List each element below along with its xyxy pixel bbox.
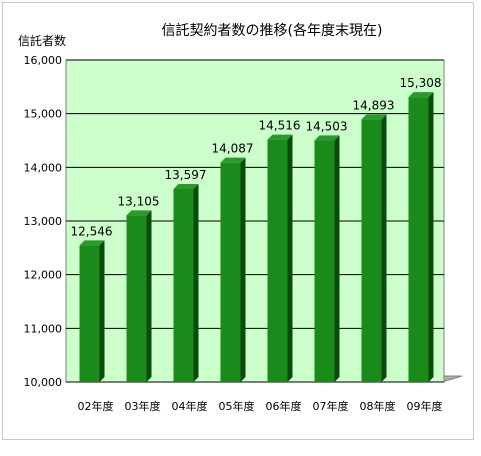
x-category-label: 06年度 <box>266 399 302 413</box>
x-category-label: 09年度 <box>407 399 443 413</box>
y-tick-label: 12,000 <box>24 269 63 282</box>
y-tick-label: 10,000 <box>24 376 63 389</box>
bars <box>79 92 434 383</box>
x-category-label: 07年度 <box>313 399 349 413</box>
x-category-label: 03年度 <box>125 399 161 413</box>
bar-top <box>267 134 293 140</box>
bar <box>361 114 387 382</box>
bar-front <box>361 119 382 382</box>
bar-side <box>240 157 246 382</box>
bar-top <box>220 157 246 163</box>
bar-front <box>79 245 100 382</box>
bar-top <box>173 183 199 189</box>
chart-frame <box>2 2 474 440</box>
bar-front <box>173 188 194 382</box>
data-label: 14,087 <box>212 142 254 156</box>
data-label: 14,516 <box>259 119 301 133</box>
bar-front <box>408 97 429 383</box>
bar <box>220 157 246 382</box>
bar-side <box>287 134 293 382</box>
bar-front <box>314 140 335 382</box>
bar-top <box>314 135 340 141</box>
x-category-label: 04年度 <box>172 399 208 413</box>
data-label: 13,105 <box>118 194 160 208</box>
bar-side <box>428 92 434 383</box>
bar <box>126 210 152 382</box>
data-labels: 12,546 13,105 13,597 14,087 14,516 14,503 14,8… <box>71 76 442 238</box>
bar <box>79 240 105 382</box>
y-tick-label: 14,000 <box>24 161 63 174</box>
bar <box>173 183 199 382</box>
bar-front <box>220 162 241 382</box>
y-tick-label: 11,000 <box>24 322 63 335</box>
data-label: 14,503 <box>306 119 348 133</box>
y-axis-label: 信託者数 <box>18 33 66 48</box>
bar-top <box>126 210 152 216</box>
data-label: 15,308 <box>400 76 442 90</box>
y-tick-label: 13,000 <box>24 215 63 228</box>
bar <box>408 92 434 383</box>
bar-side <box>334 135 340 382</box>
x-axis-categories: 02年度 03年度 04年度 05年度 06年度 07年度 08年度 09年度 <box>78 399 443 413</box>
x-category-label: 02年度 <box>78 399 114 413</box>
bar-top <box>408 92 434 98</box>
bar-top <box>79 240 105 246</box>
x-category-label: 08年度 <box>360 399 396 413</box>
data-label: 13,597 <box>165 168 207 182</box>
data-label: 12,546 <box>71 224 113 238</box>
bar-side <box>146 210 152 382</box>
bar-top <box>361 114 387 120</box>
data-label: 14,893 <box>353 98 395 112</box>
bar <box>314 135 340 382</box>
y-tick-label: 16,000 <box>24 54 63 67</box>
bar-front <box>126 215 147 382</box>
x-category-label: 05年度 <box>219 399 255 413</box>
bar <box>267 134 293 382</box>
y-tick-label: 15,000 <box>24 108 63 121</box>
bar-side <box>193 183 199 382</box>
bar-side <box>381 114 387 382</box>
chart-title: 信託契約者数の推移(各年度末現在) <box>162 23 383 39</box>
y-axis-ticks: 10,000 11,000 12,000 13,000 14,000 15,000 16,0… <box>24 54 63 389</box>
bar-side <box>99 240 105 382</box>
bar-front <box>267 139 288 382</box>
